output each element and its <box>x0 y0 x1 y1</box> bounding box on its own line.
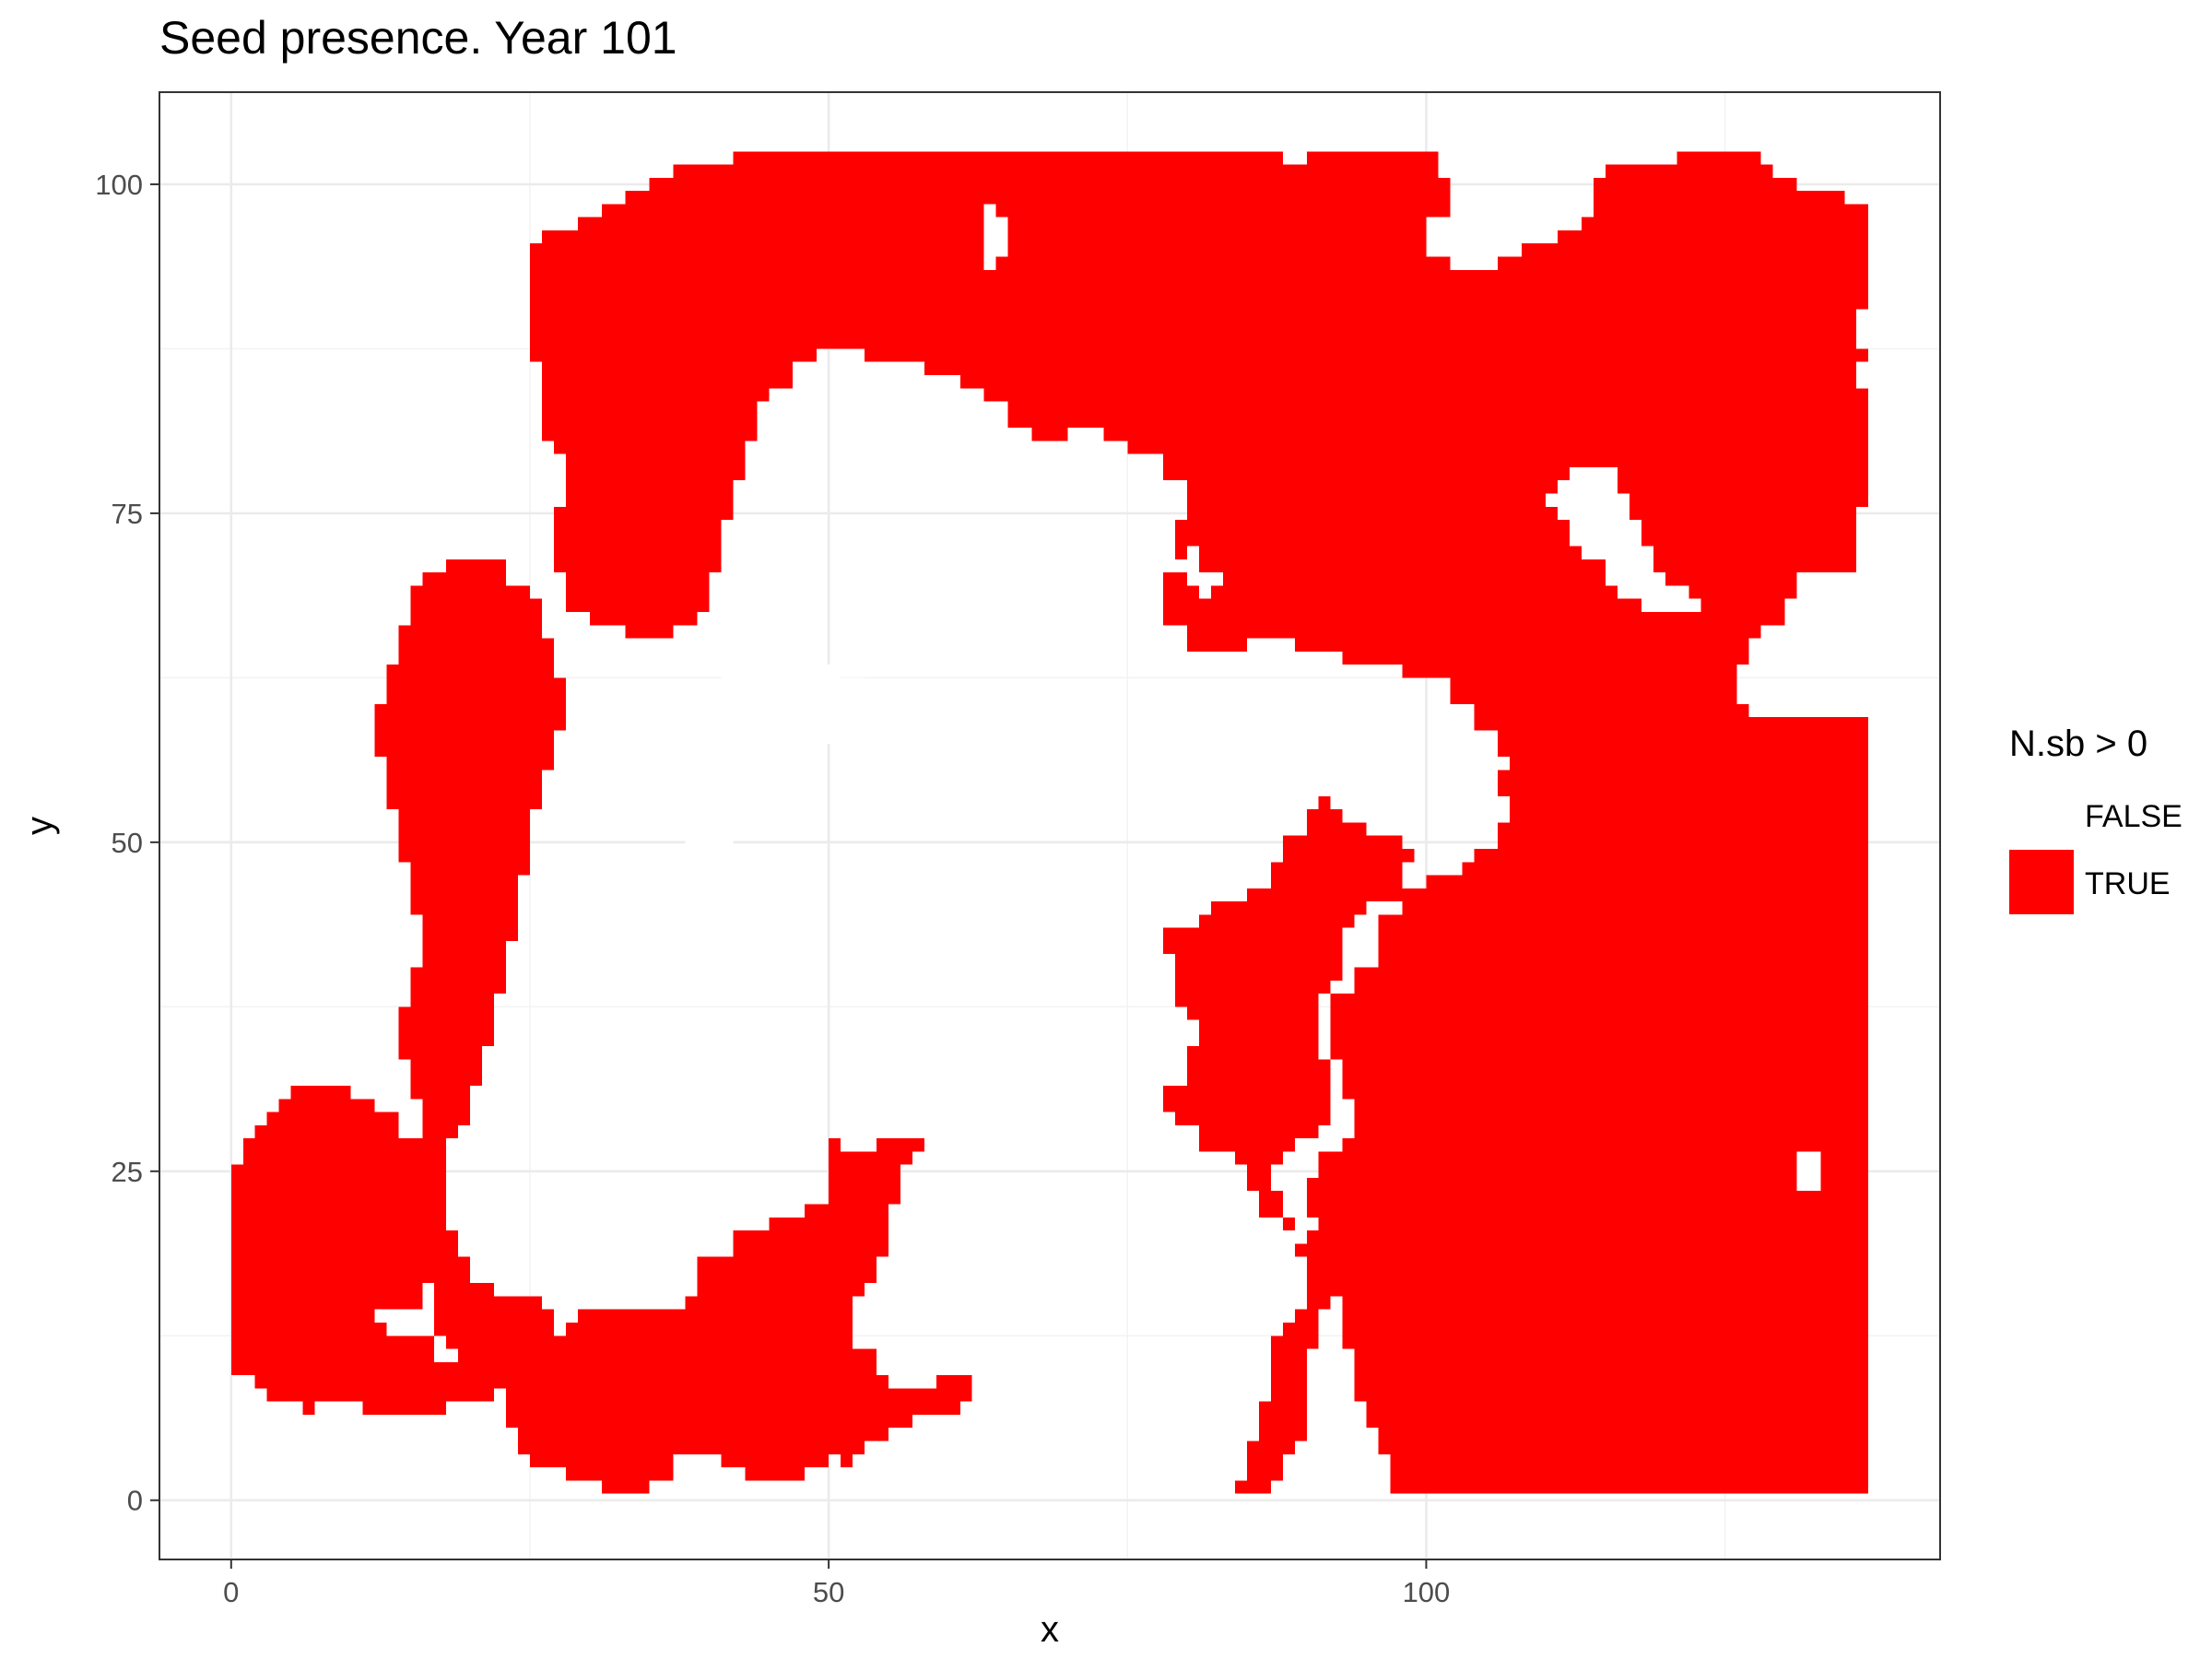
x-tick-label: 0 <box>223 1576 239 1608</box>
y-tick-label: 50 <box>112 827 143 859</box>
seed-absent-gap <box>924 388 948 429</box>
seed-presence-map <box>230 151 1869 1494</box>
y-axis-title: y <box>19 817 60 835</box>
plot-panel <box>159 91 1941 1560</box>
legend-label-false: FALSE <box>2085 799 2183 834</box>
seed-present-region <box>530 151 1869 1494</box>
seed-absent-gap <box>1163 546 1223 599</box>
seed-absent-gap <box>959 453 1056 507</box>
seed-absent-gap <box>446 309 459 323</box>
seed-present-region <box>506 795 1415 1494</box>
y-tick-label: 75 <box>112 498 143 530</box>
legend-key-false <box>2009 782 2074 846</box>
seed-present-region <box>374 559 566 1139</box>
x-tick-label: 50 <box>813 1576 844 1608</box>
x-axis-title: x <box>1041 1609 1059 1650</box>
y-tick-label: 25 <box>112 1156 143 1188</box>
x-axis: 0 50 100 <box>223 1559 1450 1608</box>
seed-absent-gap <box>1546 466 1701 612</box>
legend: N.sb > 0 FALSE TRUE <box>2009 724 2183 914</box>
x-tick-label: 100 <box>1403 1576 1451 1608</box>
chart-title: Seed presence. Year 101 <box>159 12 677 64</box>
legend-title: N.sb > 0 <box>2009 724 2147 764</box>
y-axis: 0 25 50 75 100 <box>95 169 159 1517</box>
legend-key-true <box>2009 850 2074 914</box>
seed-absent-gap <box>709 612 888 771</box>
series-false <box>374 204 1821 1362</box>
y-tick-label: 0 <box>127 1485 143 1517</box>
seed-present-region <box>230 1086 554 1415</box>
seed-absent-gap <box>374 1283 459 1362</box>
panel-border <box>159 91 1941 1560</box>
seed-absent-gap <box>1796 1151 1821 1192</box>
seed-absent-gap <box>983 204 1008 270</box>
series-true <box>230 151 1869 1494</box>
y-tick-label: 100 <box>95 169 143 201</box>
seed-absent-gap <box>685 809 734 863</box>
legend-label-true: TRUE <box>2085 866 2171 901</box>
